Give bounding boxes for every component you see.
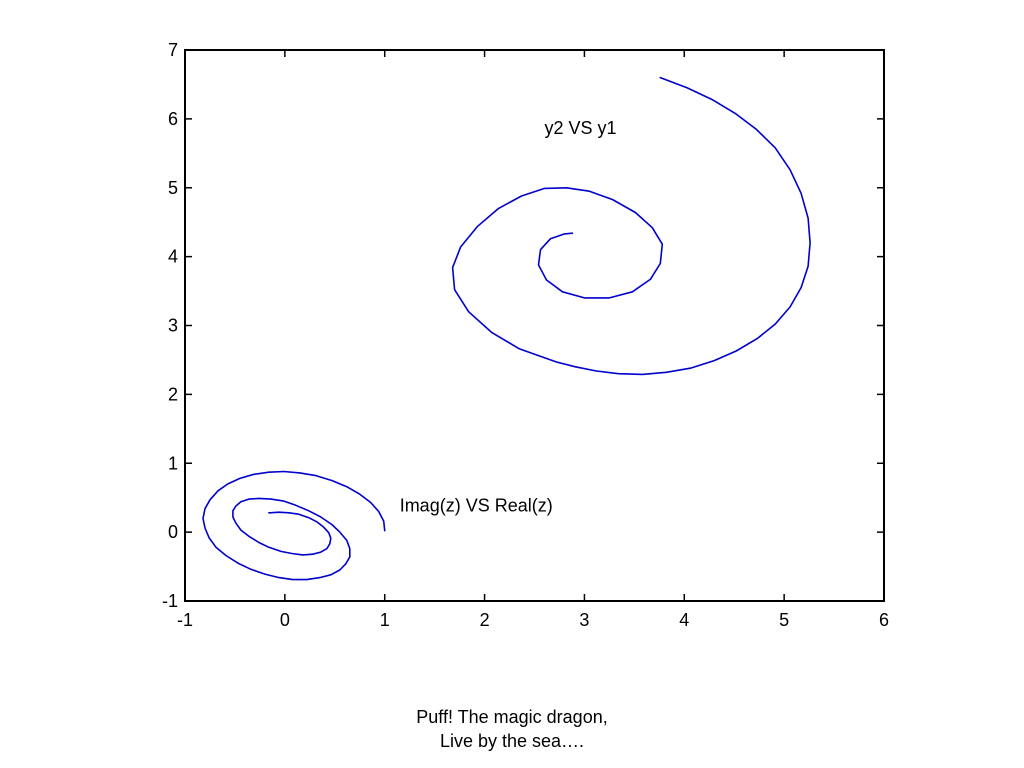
series-group (202, 76, 811, 581)
x-tick-label: 5 (779, 610, 789, 630)
annotation-label: Imag(z) VS Real(z) (400, 495, 553, 515)
x-tick-label: 4 (679, 610, 689, 630)
y-tick-label: 1 (168, 453, 178, 473)
tick-label-group: -1 0 1 2 3 4 5 6 -1 0 1 2 3 4 5 6 7 (162, 40, 889, 630)
figure-caption: Puff! The magic dragon, Live by the sea…… (0, 705, 1024, 753)
plot-area-frame (184, 49, 885, 602)
annotation-label: y2 VS y1 (544, 118, 616, 138)
annotation-group: y2 VS y1 Imag(z) VS Real(z) (400, 118, 617, 515)
x-tick-label: 3 (579, 610, 589, 630)
y-tick-label: 7 (168, 40, 178, 60)
series-line-y2-vs-y1 (451, 76, 811, 376)
y-tick-label: -1 (162, 591, 178, 611)
y-tick-label: 6 (168, 109, 178, 129)
y-tick-label: 0 (168, 522, 178, 542)
caption-line-1: Puff! The magic dragon, (416, 707, 608, 727)
x-tick-label: 0 (280, 610, 290, 630)
y-tick-label: 3 (168, 316, 178, 336)
x-tick-label: -1 (177, 610, 193, 630)
x-tick-label: 6 (879, 610, 889, 630)
caption-line-2: Live by the sea…. (439, 731, 585, 751)
y-tick-label: 2 (168, 384, 178, 404)
x-tick-label: 1 (380, 610, 390, 630)
y-tick-label: 5 (168, 178, 178, 198)
y-tick-label: 4 (168, 247, 178, 267)
series-line-imag-vs-real (202, 470, 386, 581)
x-tick-label: 2 (480, 610, 490, 630)
tick-group (184, 49, 885, 602)
